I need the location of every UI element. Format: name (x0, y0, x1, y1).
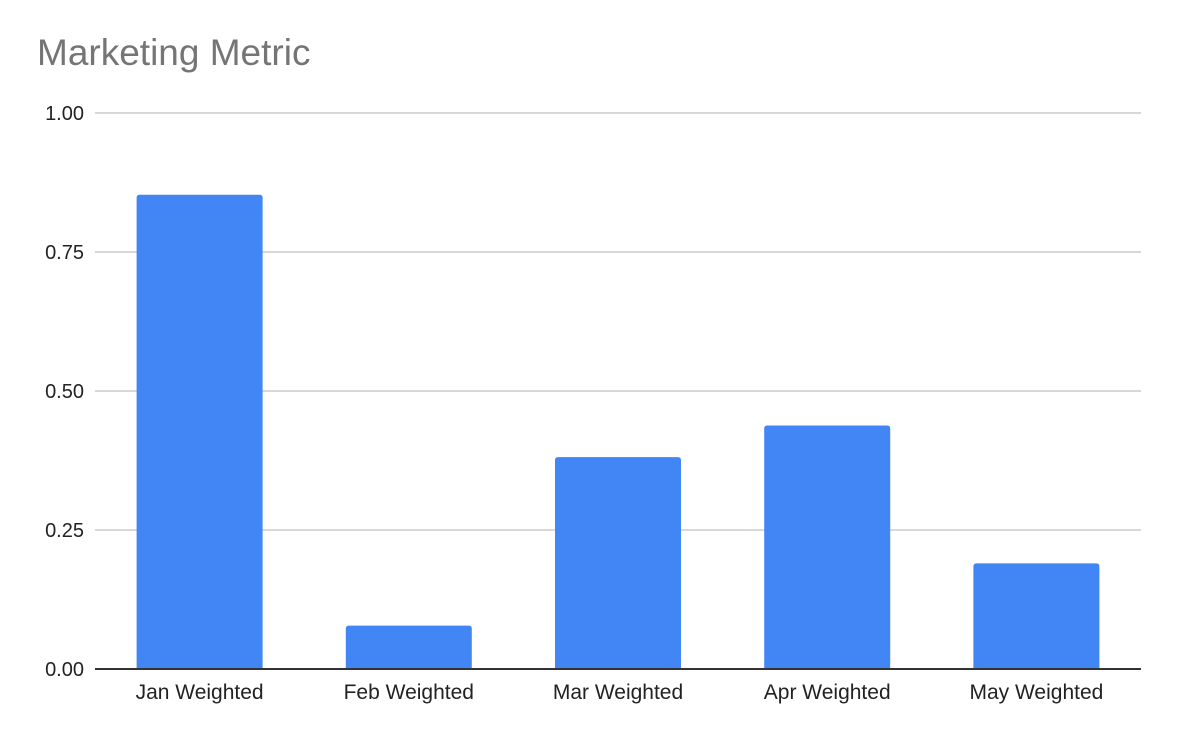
chart-title: Marketing Metric (37, 32, 311, 73)
y-axis-ticks: 0.00 0.25 0.50 0.75 1.00 (45, 103, 84, 681)
y-tick-label: 1.00 (45, 103, 84, 125)
y-tick-label: 0.00 (45, 659, 84, 681)
x-tick-label: Mar Weighted (553, 681, 683, 704)
bar-apr-weighted (764, 425, 891, 669)
x-tick-label: Feb Weighted (344, 681, 474, 704)
y-tick-label: 0.50 (45, 381, 84, 403)
bar-may-weighted (973, 563, 1100, 669)
x-tick-label: May Weighted (969, 681, 1103, 704)
x-axis-labels: Jan Weighted Feb Weighted Mar Weighted Apr … (136, 681, 1104, 704)
bar-feb-weighted (345, 625, 472, 669)
y-tick-label: 0.75 (45, 242, 84, 264)
gridlines (95, 112, 1141, 531)
bars (136, 194, 1100, 669)
x-tick-label: Jan Weighted (136, 681, 264, 704)
bar-mar-weighted (555, 457, 681, 669)
x-tick-label: Apr Weighted (764, 681, 891, 704)
y-tick-label: 0.25 (45, 520, 84, 542)
bar-jan-weighted (136, 194, 263, 669)
